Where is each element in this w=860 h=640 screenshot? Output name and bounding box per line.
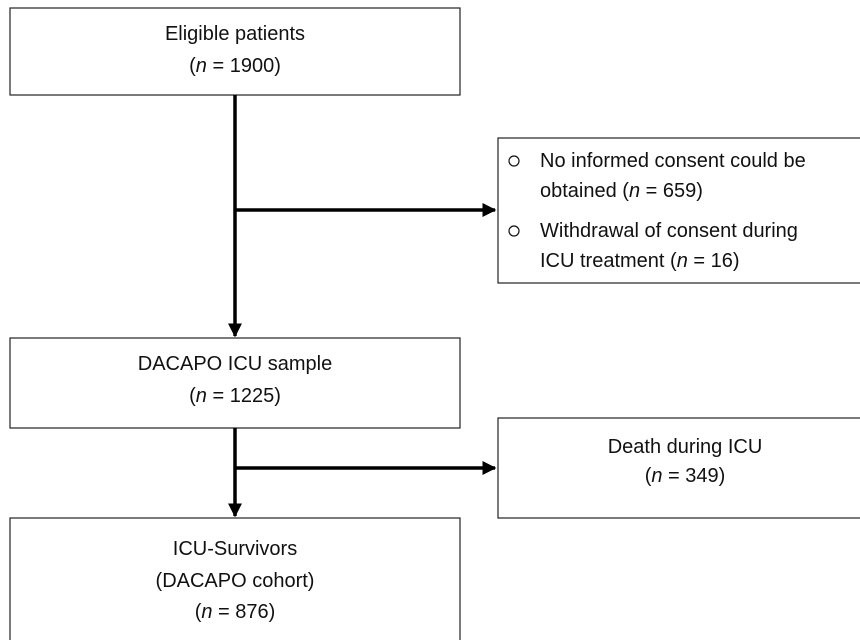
text-line: Death during ICU [608,436,763,458]
text-segment: ICU-Survivors [173,538,297,560]
text-line: (n = 876) [195,601,276,623]
box-sample [9,337,461,429]
box-exclusions [497,137,860,284]
box-death [497,417,860,519]
text-segment: = 16) [688,250,740,272]
text-segment: ICU treatment ( [540,250,677,272]
italic-symbol: n [196,385,207,407]
text-segment: = 876) [212,601,275,623]
text-line: (n = 1225) [189,385,281,407]
box-survivors [9,517,461,640]
text-segment: = 1225) [207,385,281,407]
text-line: ICU-Survivors [173,538,297,560]
text-segment: = 659) [640,180,703,202]
text-segment: ( [189,55,196,77]
text-segment: = 349) [662,465,725,487]
text-line: (n = 1900) [189,55,281,77]
text-line: obtained (n = 659) [540,180,703,202]
text-line: ICU treatment (n = 16) [540,250,740,272]
text-line: No informed consent could be [540,150,806,172]
bullet [508,155,520,167]
text-segment: DACAPO ICU sample [138,353,333,375]
text-line: (n = 349) [645,465,726,487]
text-segment: ( [645,465,652,487]
box-eligible [9,7,461,96]
text-line: Withdrawal of consent during [540,220,798,242]
italic-symbol: n [629,180,640,202]
italic-symbol: n [651,465,662,487]
text-line: (DACAPO cohort) [156,570,315,592]
bullet [508,225,520,237]
text-segment: (DACAPO cohort) [156,570,315,592]
text-segment: No informed consent could be [540,150,806,172]
text-segment: ( [195,601,202,623]
italic-symbol: n [677,250,688,272]
text-segment: Death during ICU [608,436,763,458]
italic-symbol: n [201,601,212,623]
text-segment: Eligible patients [165,23,305,45]
text-segment: = 1900) [207,55,281,77]
text-segment: Withdrawal of consent during [540,220,798,242]
italic-symbol: n [196,55,207,77]
text-line: DACAPO ICU sample [138,353,333,375]
text-segment: obtained ( [540,180,629,202]
text-segment: ( [189,385,196,407]
text-line: Eligible patients [165,23,305,45]
